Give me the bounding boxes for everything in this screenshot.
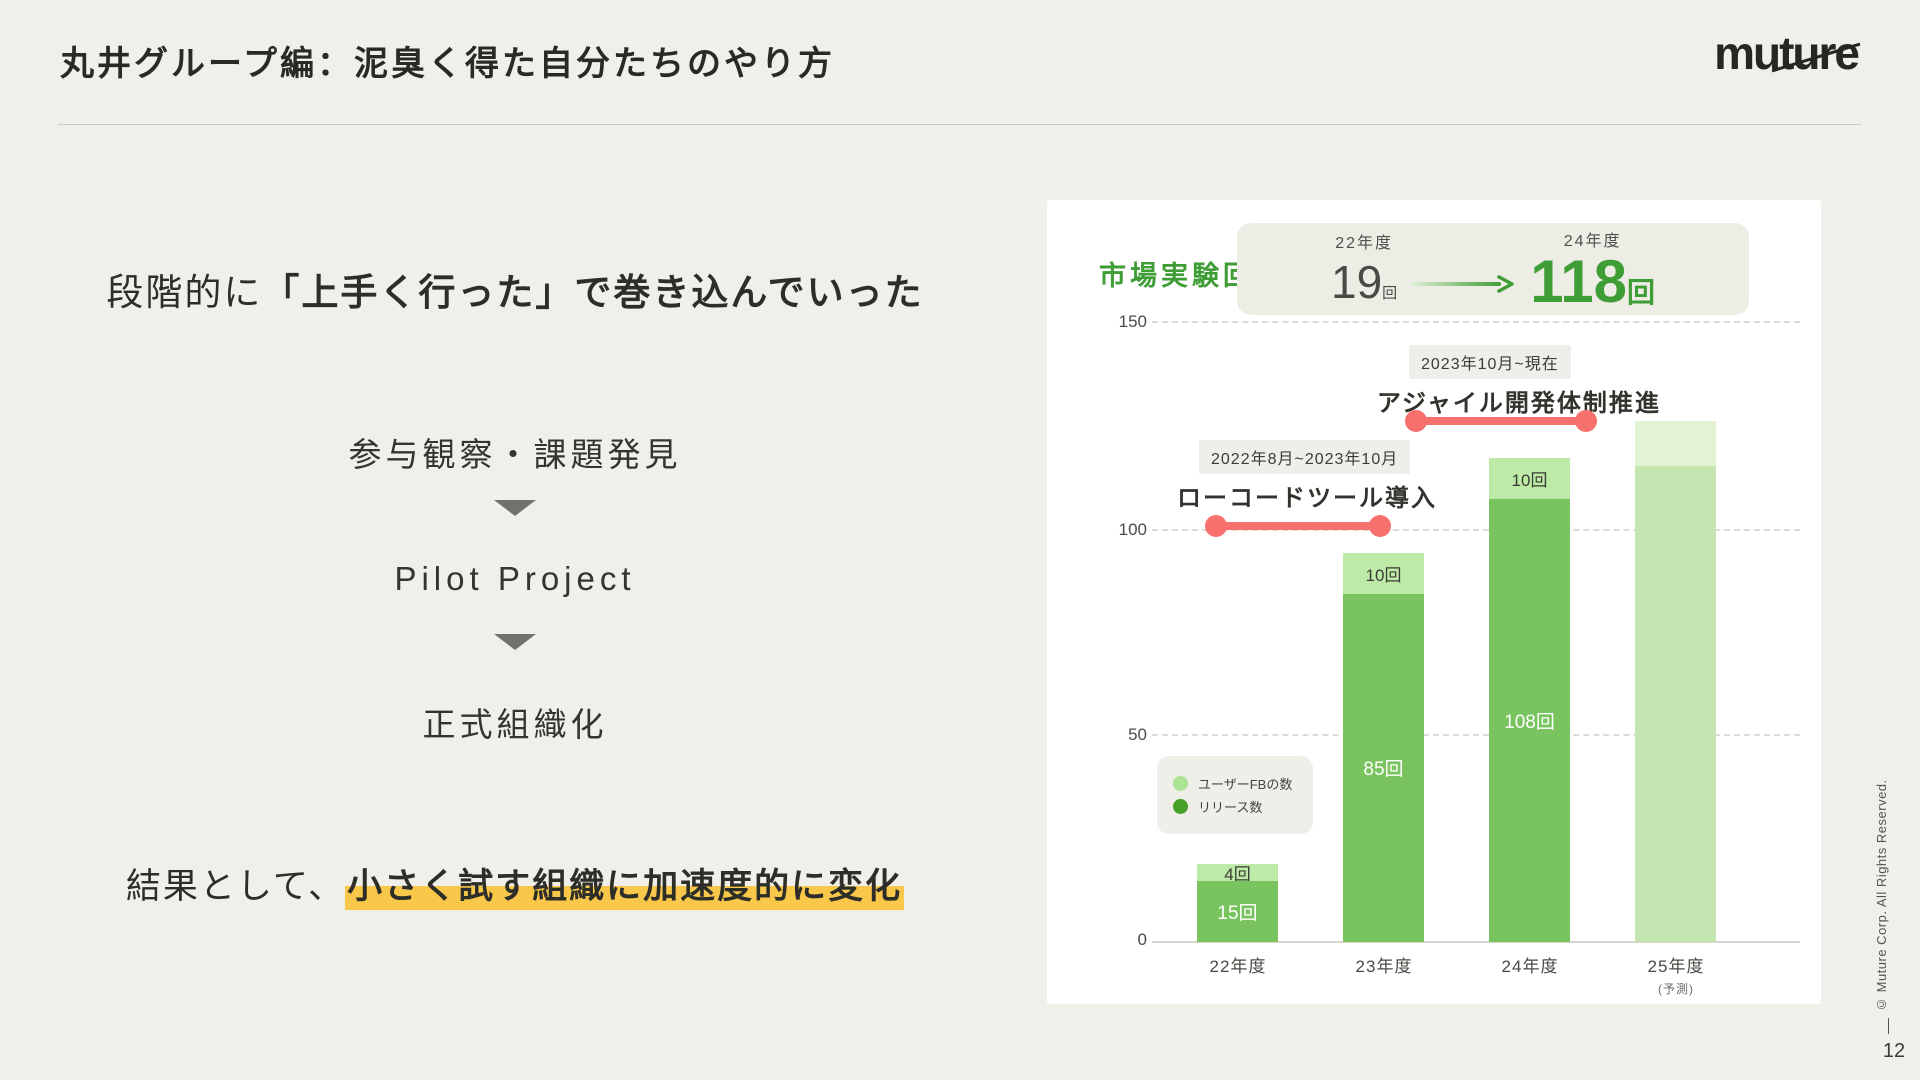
gridline-50: [1152, 734, 1800, 736]
stat-to-value: 118: [1530, 248, 1627, 315]
stat-from-unit: 回: [1382, 285, 1398, 302]
down-arrow-icon: [494, 500, 536, 516]
bar-fy23-release-segment: 85回: [1343, 593, 1424, 942]
annotation-span-lowcode: [1205, 515, 1391, 537]
bar-fy22-userfb-segment: 4回: [1197, 864, 1278, 884]
bar-fy22-release-segment: 15回: [1197, 880, 1278, 942]
x-tick-fy24: 24年度: [1501, 957, 1559, 976]
bar-fy25-forecast: [1635, 421, 1716, 942]
chart-legend: ユーザーFBの数 リリース数: [1157, 756, 1313, 834]
y-tick-50: 50: [1128, 725, 1147, 744]
x-axis-line: [1152, 941, 1800, 943]
stat-box: 22年度 19回 24年度: [1237, 223, 1749, 315]
bar-fy23: 10回 85回: [1343, 552, 1424, 942]
legend-dot-userfb: [1173, 776, 1188, 791]
y-tick-0: 0: [1137, 930, 1147, 949]
page-number-divider: [1888, 1018, 1889, 1034]
x-tick-fy23: 23年度: [1355, 957, 1413, 976]
bar-fy23-userfb-segment: 10回: [1343, 552, 1424, 594]
legend-item-release: リリース数: [1173, 797, 1297, 816]
chart-panel: 市場実験回数 22年度 19回: [1047, 200, 1821, 1004]
down-arrow-icon: [494, 634, 536, 650]
lead-sentence: 段階的に「上手く行った」で巻き込んでいった: [15, 262, 1015, 316]
bar-fy25-userfb-segment: [1635, 421, 1716, 467]
flow-step-observation: 参与観察・課題発見: [348, 436, 682, 473]
annotation-span-agile: [1405, 410, 1597, 432]
lead-regular: 段階的に: [106, 272, 263, 313]
result-sentence: 結果として、小さく試す組織に加速度的に変化: [15, 858, 1015, 910]
copyright-text: © Muture Corp. All Rights Reserved.: [1874, 779, 1889, 1012]
stat-to-unit: 回: [1626, 277, 1655, 308]
muture-logo: muture: [1714, 27, 1860, 79]
flow-step-formal-org: 正式組織化: [422, 706, 608, 743]
gridline-100: [1152, 529, 1800, 531]
stat-to-group: 24年度 118回: [1530, 227, 1655, 312]
bar-fy24-release-segment: 108回: [1489, 499, 1570, 942]
bar-fy24: 10回 108回: [1489, 458, 1570, 942]
bar-fy25-release-segment: [1635, 466, 1716, 942]
page-title: 丸井グループ編：泥臭く得た自分たちのやり方: [60, 45, 835, 83]
header-divider: [58, 124, 1861, 125]
bar-fy22: 4回 15回: [1197, 864, 1278, 942]
y-tick-100: 100: [1118, 520, 1147, 539]
legend-dot-release: [1173, 799, 1188, 814]
stat-from-value: 19: [1331, 256, 1383, 308]
flow-step-pilot-project: Pilot Project: [394, 560, 636, 597]
gridline-150: [1152, 321, 1800, 323]
forecast-note: (予測): [1658, 982, 1694, 996]
stat-to-year: 24年度: [1563, 233, 1622, 250]
legend-item-userfb: ユーザーFBの数: [1173, 774, 1297, 793]
result-highlighted: 小さく試す組織に加速度的に変化: [345, 867, 905, 910]
period-tag-agile: 2023年10月~現在: [1409, 345, 1571, 379]
annotation-lowcode: ローコードツール導入: [1177, 485, 1437, 512]
stat-from-year: 22年度: [1335, 235, 1393, 252]
x-tick-fy22: 22年度: [1209, 957, 1267, 976]
result-regular: 結果として、: [125, 867, 346, 906]
period-tag-lowcode: 2022年8月~2023年10月: [1199, 440, 1411, 474]
bar-fy24-userfb-segment: 10回: [1489, 458, 1570, 500]
lead-bold: 「上手く行った」で巻き込んでいった: [262, 272, 924, 313]
x-tick-fy25: 25年度 (予測): [1616, 952, 1736, 997]
page-number: 12: [1882, 1040, 1906, 1062]
stat-from-group: 22年度 19回: [1331, 229, 1397, 309]
growth-arrow-icon: [1411, 274, 1516, 299]
y-tick-150: 150: [1118, 312, 1147, 331]
